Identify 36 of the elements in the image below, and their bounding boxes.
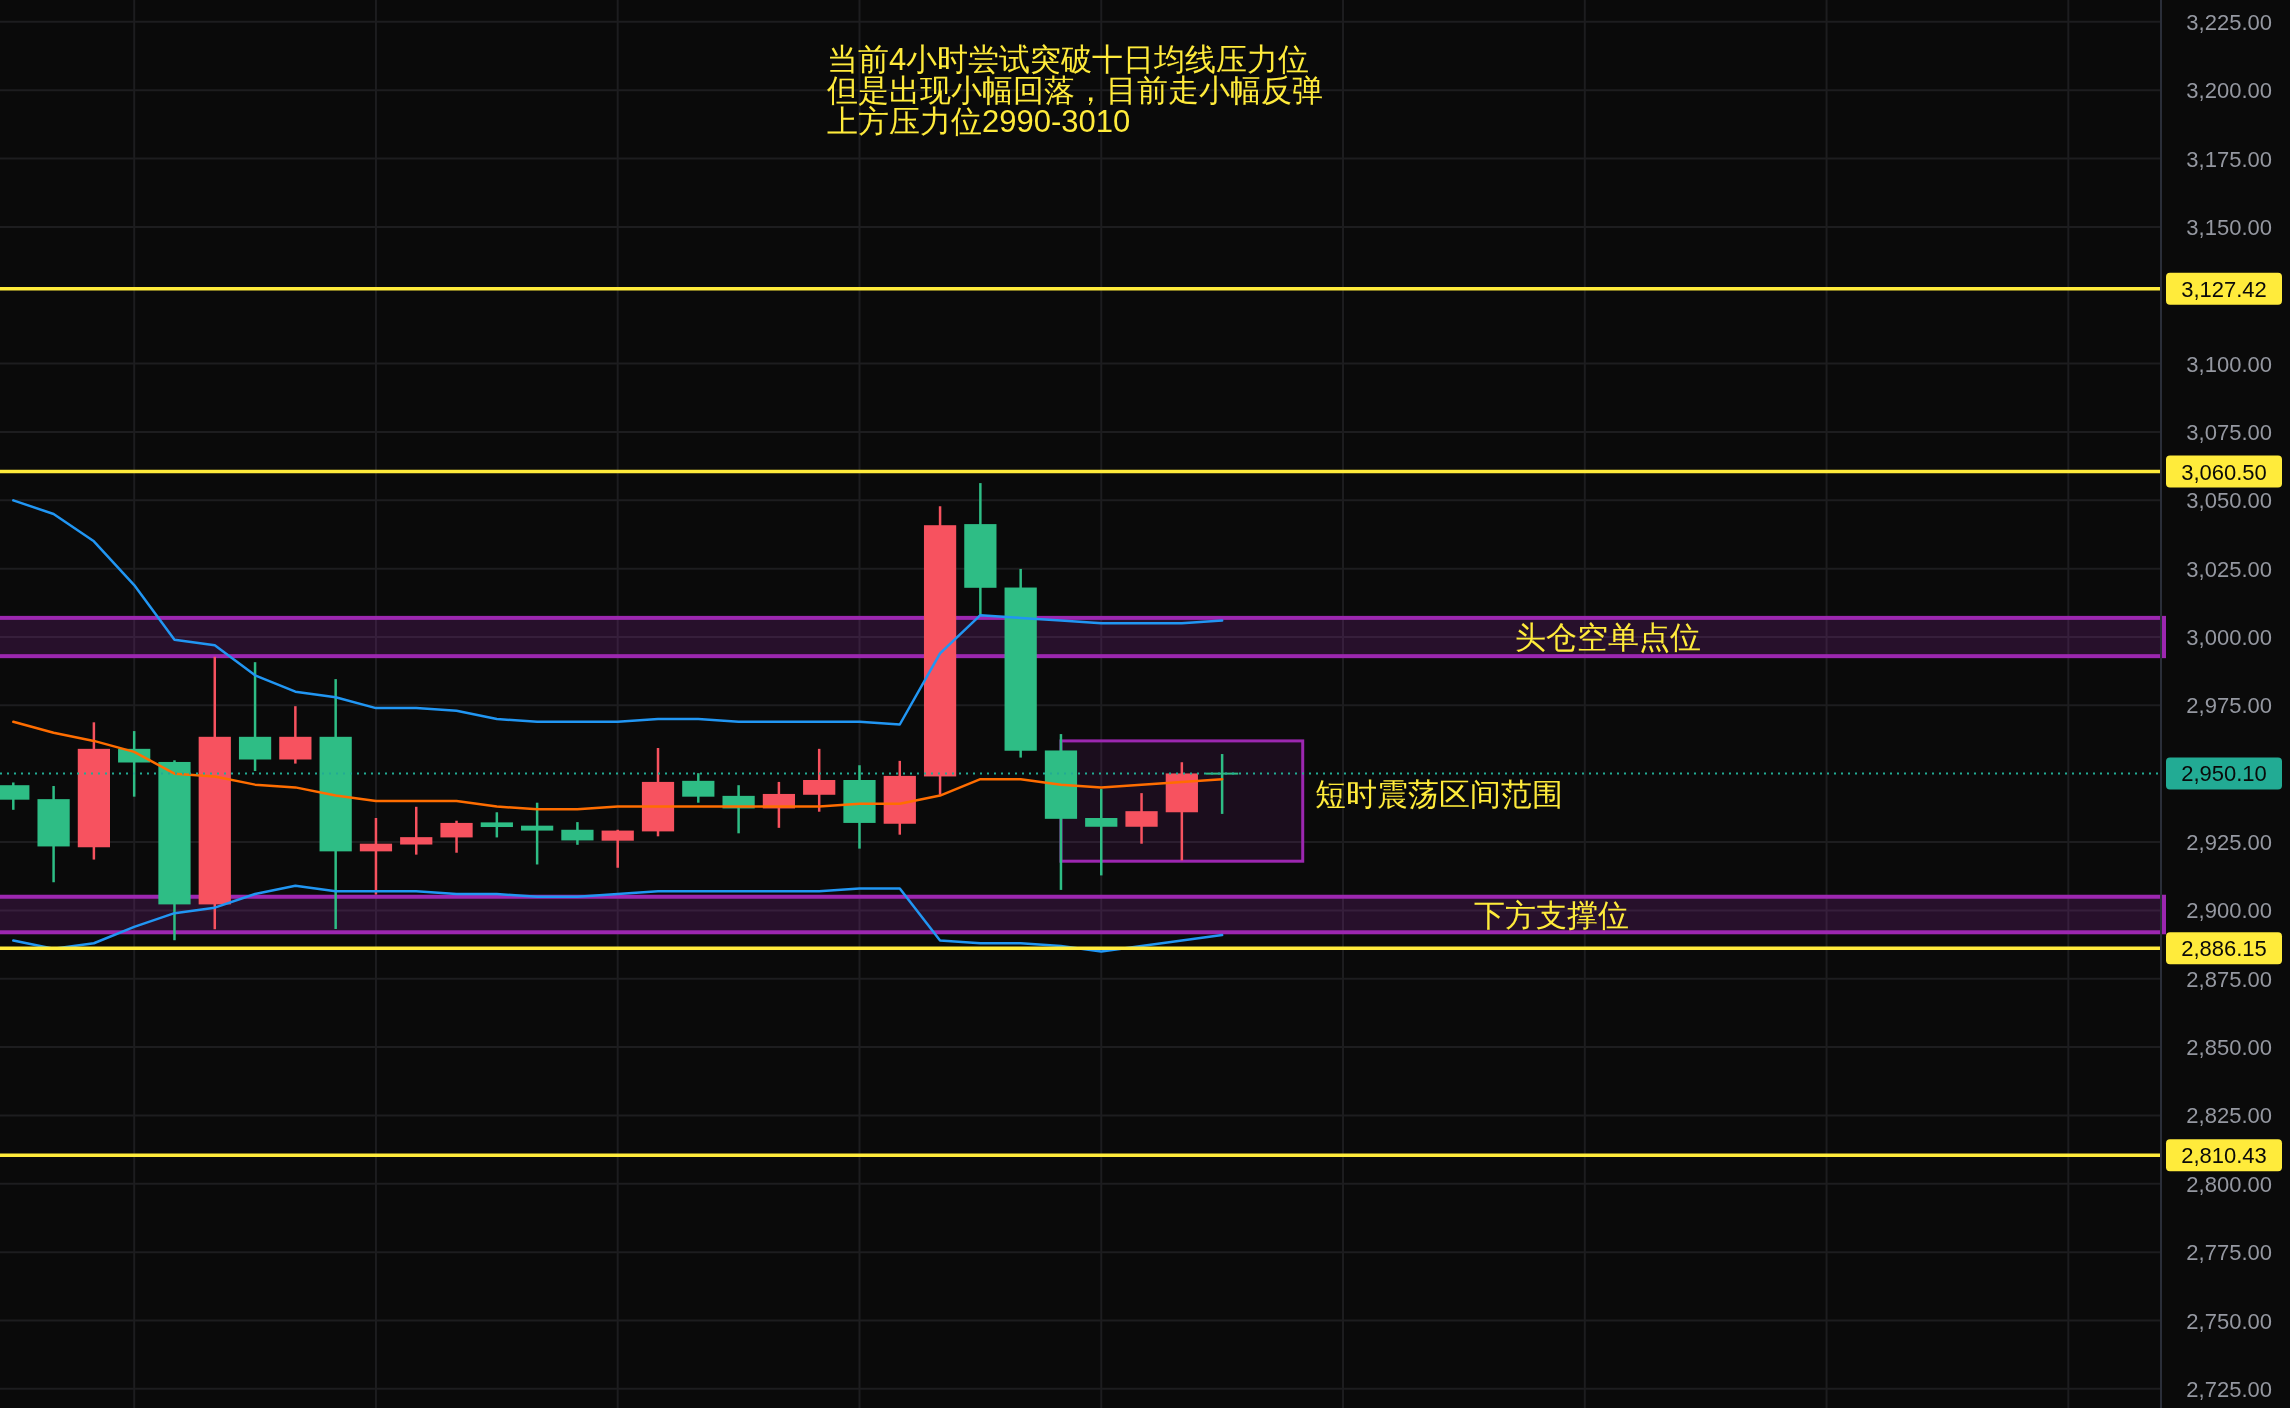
y-tick-label: 2,725.00 (2186, 1376, 2272, 1402)
y-tick-label: 2,925.00 (2186, 830, 2272, 856)
y-tick-label: 3,075.00 (2186, 419, 2272, 445)
candlestick (359, 816, 393, 896)
y-tick-label: 2,975.00 (2186, 693, 2272, 719)
y-tick-label: 3,025.00 (2186, 556, 2272, 582)
y-tick-label: 3,175.00 (2186, 146, 2272, 172)
ref-line-label: 2,810.43 (2181, 1143, 2267, 1169)
y-tick-label: 3,100.00 (2186, 351, 2272, 377)
y-tick-label: 2,750.00 (2186, 1308, 2272, 1334)
y-tick-label: 3,050.00 (2186, 488, 2272, 514)
band-label: 头仓空单点位 (1514, 620, 1701, 656)
ref-line-label: 2,886.15 (2181, 936, 2267, 962)
ref-line-label: 3,127.42 (2181, 276, 2267, 302)
y-tick-label: 2,775.00 (2186, 1240, 2272, 1266)
line-series (12, 884, 1224, 953)
candlestick (601, 828, 634, 870)
line-series (12, 499, 1224, 726)
candlestick (1085, 787, 1118, 877)
candlestick (400, 805, 433, 856)
y-tick-label: 3,225.00 (2186, 9, 2272, 35)
text: 短时震荡区间范围 (1314, 776, 1563, 812)
line-series (12, 720, 1224, 811)
candlestick (480, 811, 513, 839)
y-tick-label: 3,200.00 (2186, 78, 2272, 104)
y-tick-label: 2,900.00 (2186, 898, 2272, 924)
y-tick-label: 3,000.00 (2186, 625, 2272, 651)
band-label: 下方支撑位 (1474, 897, 1630, 933)
y-tick-label: 2,875.00 (2186, 966, 2272, 992)
y-tick-label: 2,825.00 (2186, 1103, 2272, 1129)
ref-line-label: 3,060.50 (2181, 459, 2267, 485)
candlestick (521, 801, 554, 866)
y-tick-label: 3,150.00 (2186, 214, 2272, 240)
y-tick-label: 2,800.00 (2186, 1171, 2272, 1197)
y-tick-label: 2,850.00 (2186, 1035, 2272, 1061)
ref-line-label: 2,950.10 (2181, 761, 2267, 787)
